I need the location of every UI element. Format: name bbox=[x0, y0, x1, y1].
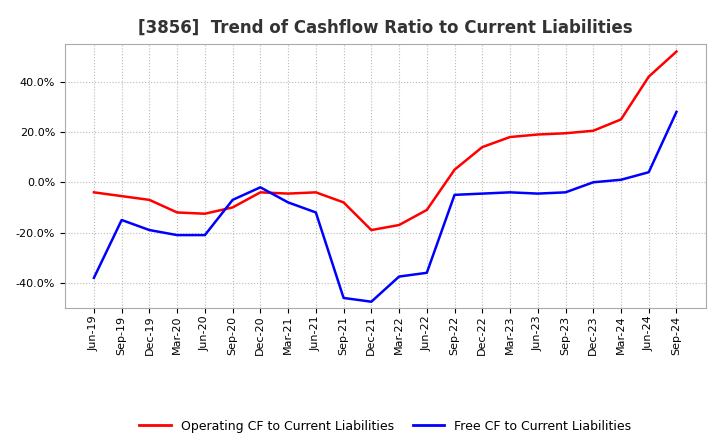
Free CF to Current Liabilities bbox=[505, 190, 514, 195]
Operating CF to Current Liabilities bbox=[616, 117, 625, 122]
Operating CF to Current Liabilities bbox=[505, 134, 514, 139]
Operating CF to Current Liabilities bbox=[423, 207, 431, 213]
Operating CF to Current Liabilities bbox=[145, 197, 154, 202]
Free CF to Current Liabilities bbox=[117, 217, 126, 223]
Free CF to Current Liabilities bbox=[339, 295, 348, 301]
Free CF to Current Liabilities bbox=[589, 180, 598, 185]
Operating CF to Current Liabilities bbox=[201, 211, 210, 216]
Operating CF to Current Liabilities bbox=[478, 144, 487, 150]
Operating CF to Current Liabilities bbox=[644, 74, 653, 79]
Free CF to Current Liabilities bbox=[644, 169, 653, 175]
Free CF to Current Liabilities bbox=[201, 232, 210, 238]
Free CF to Current Liabilities bbox=[256, 185, 265, 190]
Operating CF to Current Liabilities bbox=[256, 190, 265, 195]
Free CF to Current Liabilities bbox=[478, 191, 487, 196]
Operating CF to Current Liabilities bbox=[339, 200, 348, 205]
Operating CF to Current Liabilities bbox=[367, 227, 376, 233]
Line: Operating CF to Current Liabilities: Operating CF to Current Liabilities bbox=[94, 51, 677, 230]
Operating CF to Current Liabilities bbox=[89, 190, 98, 195]
Operating CF to Current Liabilities bbox=[672, 49, 681, 54]
Free CF to Current Liabilities bbox=[145, 227, 154, 233]
Legend: Operating CF to Current Liabilities, Free CF to Current Liabilities: Operating CF to Current Liabilities, Fre… bbox=[135, 414, 636, 437]
Free CF to Current Liabilities bbox=[561, 190, 570, 195]
Free CF to Current Liabilities bbox=[173, 232, 181, 238]
Operating CF to Current Liabilities bbox=[228, 205, 237, 210]
Free CF to Current Liabilities bbox=[672, 109, 681, 114]
Operating CF to Current Liabilities bbox=[312, 190, 320, 195]
Free CF to Current Liabilities bbox=[395, 274, 403, 279]
Operating CF to Current Liabilities bbox=[589, 128, 598, 133]
Free CF to Current Liabilities bbox=[450, 192, 459, 198]
Operating CF to Current Liabilities bbox=[117, 194, 126, 199]
Free CF to Current Liabilities bbox=[284, 200, 292, 205]
Title: [3856]  Trend of Cashflow Ratio to Current Liabilities: [3856] Trend of Cashflow Ratio to Curren… bbox=[138, 19, 632, 37]
Free CF to Current Liabilities bbox=[616, 177, 625, 183]
Operating CF to Current Liabilities bbox=[284, 191, 292, 196]
Operating CF to Current Liabilities bbox=[173, 210, 181, 215]
Operating CF to Current Liabilities bbox=[561, 131, 570, 136]
Line: Free CF to Current Liabilities: Free CF to Current Liabilities bbox=[94, 112, 677, 302]
Free CF to Current Liabilities bbox=[534, 191, 542, 196]
Free CF to Current Liabilities bbox=[312, 210, 320, 215]
Operating CF to Current Liabilities bbox=[450, 167, 459, 172]
Operating CF to Current Liabilities bbox=[395, 222, 403, 227]
Free CF to Current Liabilities bbox=[367, 299, 376, 304]
Free CF to Current Liabilities bbox=[89, 275, 98, 280]
Operating CF to Current Liabilities bbox=[534, 132, 542, 137]
Free CF to Current Liabilities bbox=[423, 270, 431, 275]
Free CF to Current Liabilities bbox=[228, 197, 237, 202]
